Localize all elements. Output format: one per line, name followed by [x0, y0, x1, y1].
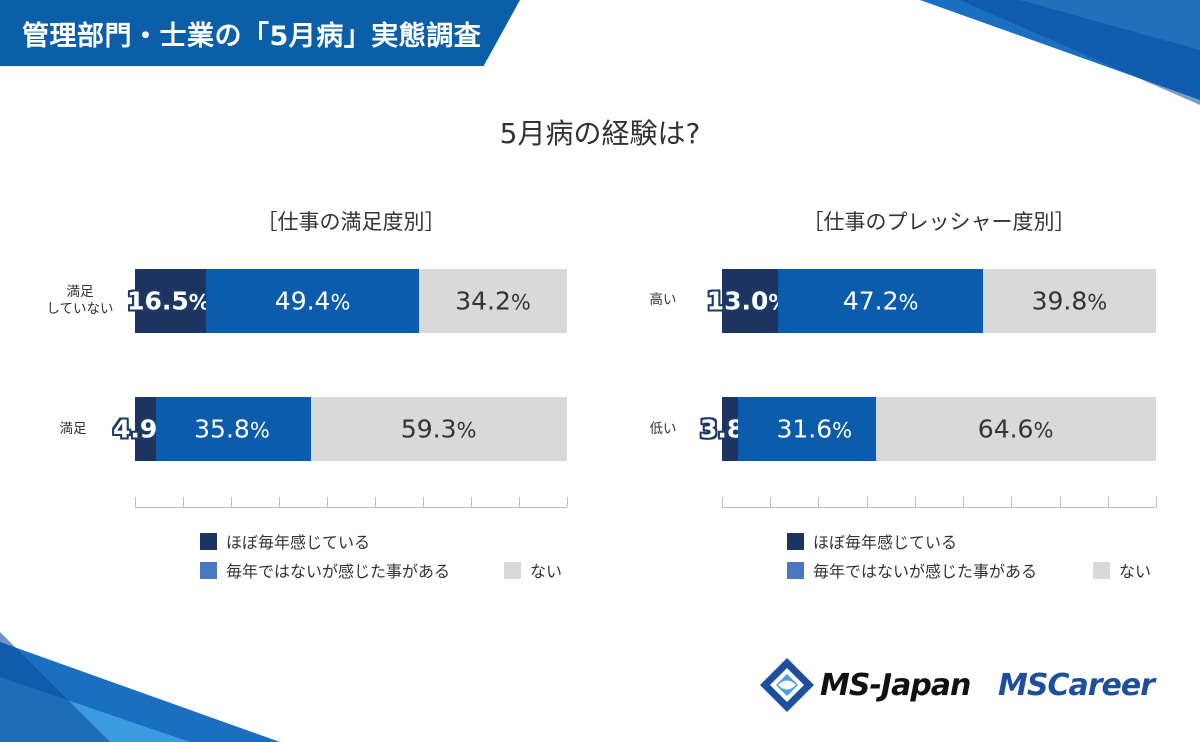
axis-tick — [818, 497, 820, 507]
chart-2-bar-2-seg-dark: 3.8% — [700, 397, 765, 461]
chart-2-legend-item-3: ない — [1093, 558, 1151, 582]
axis-tick — [866, 497, 868, 507]
header-title: 管理部門・士業の「5月病」実態調査 — [22, 21, 482, 52]
legend-label: 毎年ではないが感じた事がある — [226, 562, 451, 581]
chart-2-title: ［仕事のプレッシャー度別］ — [802, 210, 1076, 234]
chart-2-bar-row-2: 3.8% 31.6% 64.6% — [700, 397, 1156, 461]
chart-1-bar-1-value-label-light: 34.2% — [455, 286, 531, 316]
axis-tick — [963, 497, 965, 507]
chart-1-bar-2-value-label-mid: 35.8% — [194, 414, 270, 444]
axis-tick — [423, 497, 424, 507]
ms-career-logo: MSCareer — [998, 668, 1155, 703]
main-title: 5月病の経験は? — [499, 117, 701, 150]
chart-2-legend-item-1: ほぼ毎年感じている — [787, 529, 957, 553]
chart-1-legend-item-1: ほぼ毎年感じている — [200, 529, 370, 553]
chart-1-legend-item-2: 毎年ではないが感じた事がある — [200, 558, 450, 582]
chart-1-bar-row-2: 4.9% 35.8% 59.3% — [113, 397, 567, 461]
legend-swatch-light — [1093, 561, 1110, 579]
chart-2-bar-1-seg-dark: 13.0% — [707, 269, 789, 333]
axis-tick — [1011, 497, 1013, 507]
bottom-left-decoration — [0, 632, 280, 742]
legend-swatch-light — [504, 561, 521, 579]
chart-1-row-label-1: 満足 していない — [45, 284, 115, 318]
chart-1-bar-1-seg-mid: 49.4% — [206, 269, 420, 333]
chart-2-bar-1-seg-light: 39.8% — [983, 269, 1156, 333]
chart-2-x-axis — [722, 495, 1157, 508]
chart-1-bar-1-value-label-dark: 16.5% — [127, 286, 210, 316]
chart-1-bar-1-seg-light: 34.2% — [419, 269, 567, 333]
chart-2-bar-1-value-label-dark: 13.0% — [706, 286, 790, 316]
axis-tick — [1107, 497, 1109, 507]
chart-1-legend-item-3: ない — [504, 558, 562, 582]
chart-1-bar-row-1: 16.5% 49.4% 34.2% — [127, 269, 567, 333]
axis-tick — [914, 497, 916, 507]
legend-swatch-mid — [200, 561, 217, 579]
ms-japan-logo-icon — [760, 658, 814, 712]
legend-label: ない — [530, 562, 563, 581]
axis-tick — [1059, 497, 1061, 507]
legend-label: ない — [1119, 562, 1152, 581]
axis-tick — [1156, 497, 1157, 507]
chart-1-row-label-2: 満足 — [59, 421, 87, 437]
legend-swatch-dark — [787, 532, 804, 550]
chart-2-bar-2-value-label-light: 64.6% — [977, 414, 1054, 444]
axis-tick — [770, 497, 772, 507]
chart-2-bar-2-seg-light: 64.6% — [875, 397, 1156, 461]
chart-1-bar-1-seg-dark: 16.5% — [127, 269, 210, 333]
axis-tick — [327, 497, 328, 507]
chart-2-bar-2-seg-mid: 31.6% — [738, 397, 876, 461]
legend-label: ほぼ毎年感じている — [813, 533, 958, 552]
ms-japan-logo: MS-Japan — [820, 668, 971, 703]
axis-tick — [471, 497, 472, 507]
chart-1-x-axis — [135, 495, 568, 508]
chart-1-bar-2-seg-dark: 4.9% — [113, 397, 178, 461]
top-right-decoration — [920, 0, 1200, 105]
header-band — [0, 0, 520, 66]
chart-1-bar-2-seg-mid: 35.8% — [156, 397, 311, 461]
chart-2-bar-1-value-label-mid: 47.2% — [842, 286, 919, 316]
chart-1-title: ［仕事の満足度別］ — [256, 210, 446, 234]
chart-1-bar-1-value-label-mid: 49.4% — [274, 286, 351, 316]
axis-tick — [567, 497, 568, 507]
chart-2-legend-item-2: 毎年ではないが感じた事がある — [787, 558, 1037, 582]
axis-tick — [279, 497, 280, 507]
chart-2-row-label-2: 低い — [649, 421, 677, 437]
legend-label: 毎年ではないが感じた事がある — [813, 562, 1038, 581]
legend-swatch-dark — [200, 532, 217, 550]
chart-2-bar-2-value-label-mid: 31.6% — [776, 414, 853, 444]
chart-2-bar-1-value-label-light: 39.8% — [1031, 286, 1108, 316]
chart-1-bar-2-seg-light: 59.3% — [310, 397, 567, 461]
chart-2-row-label-1: 高い — [649, 292, 677, 308]
axis-tick — [375, 497, 376, 507]
axis-tick — [231, 497, 232, 507]
chart-2-bar-1-seg-mid: 47.2% — [778, 269, 984, 333]
legend-swatch-mid — [787, 561, 804, 579]
chart-1-bar-2-value-label-light: 59.3% — [400, 414, 477, 444]
axis-tick — [183, 497, 184, 507]
axis-tick — [135, 497, 136, 507]
chart-1-row-label-1-text: 満足 していない — [46, 284, 114, 317]
chart-2-bar-row-1: 13.0% 47.2% 39.8% — [707, 269, 1156, 333]
legend-label: ほぼ毎年感じている — [226, 533, 371, 552]
axis-tick — [519, 497, 520, 507]
axis-tick — [722, 497, 723, 507]
